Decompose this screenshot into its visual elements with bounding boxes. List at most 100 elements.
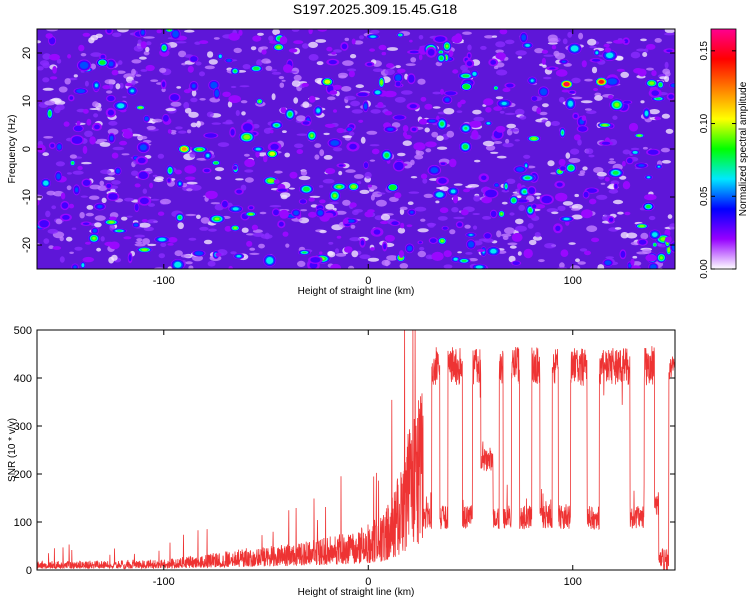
heatmap-texture-cell [291,67,300,75]
heatmap-blob [114,166,122,176]
heatmap-blob [651,241,658,248]
heatmap-blob [135,156,148,165]
heatmap-blob [436,53,446,63]
heatmap-blob [329,90,338,95]
heatmap-texture-cell [328,241,334,245]
heatmap-texture-cell [206,111,214,118]
heatmap-blob [448,50,454,57]
heatmap-texture-cell [115,83,121,90]
heatmap-blob [630,258,635,266]
heatmap-texture-cell [150,198,160,201]
heatmap-blob [604,76,620,87]
heatmap-texture-cell [134,234,146,238]
heatmap-texture-cell [268,35,274,42]
heatmap-texture-cell [140,69,148,72]
heatmap-texture-cell [551,211,559,215]
heatmap-blob [460,209,469,216]
heatmap-texture-cell [157,153,165,159]
heatmap-blob [137,170,150,180]
heatmap-texture-cell [632,255,638,259]
heatmap-texture-cell [260,46,268,50]
heatmap-texture-cell [288,187,295,190]
heatmap-texture-cell [42,87,54,91]
heatmap-blob [328,189,341,202]
heatmap-texture-cell [235,178,244,181]
heatmap-texture-cell [58,86,68,93]
heatmap-texture-cell [208,228,217,232]
heatmap-texture-cell [165,108,176,112]
heatmap-texture-cell [158,253,165,259]
heatmap-blob [425,118,440,124]
heatmap-texture-cell [344,37,350,42]
heatmap-texture-cell [502,235,509,240]
heatmap-blob [383,125,398,133]
heatmap-texture-cell [482,216,492,220]
heatmap-texture-cell [377,192,386,195]
heatmap-texture-cell [188,237,197,241]
heatmap-blob [536,107,541,114]
heatmap-blob [233,253,245,260]
snr-plot-area [37,330,675,570]
heatmap-blob [483,232,492,240]
heatmap-blob [551,45,557,50]
heatmap-texture-cell [101,197,107,203]
heatmap-blob [386,63,394,69]
heatmap-blob [247,205,255,211]
heatmap-texture-cell [502,142,514,148]
colorbar-tick-label: 0.15 [699,41,710,61]
heatmap-texture-cell [195,61,202,66]
heatmap-texture-cell [482,140,495,147]
heatmap-blob [453,194,458,204]
heatmap-blob [534,204,546,209]
heatmap-blob [457,72,474,80]
heatmap-texture-cell [335,253,347,257]
heatmap-texture-cell [499,110,505,114]
heatmap-texture-cell [64,78,71,85]
heatmap-blob [346,141,360,152]
heatmap-texture-cell [606,41,613,44]
heatmap-texture-cell [272,29,280,36]
heatmap-blob [355,92,370,97]
heatmap-texture-cell [366,130,378,135]
heatmap-blob [270,129,274,134]
heatmap-texture-cell [79,212,85,219]
heatmap-blob [459,140,472,153]
heatmap-texture-cell [148,203,155,207]
heatmap-blob [591,237,600,243]
heatmap-texture-cell [384,259,390,267]
heatmap-texture-cell [636,251,648,255]
heatmap-blob [139,29,147,38]
heatmap-blob [89,136,96,145]
heatmap-blob [603,43,610,48]
heatmap-texture-cell [327,96,336,101]
heatmap-texture-cell [504,39,515,45]
heatmap-blob [301,82,309,87]
heatmap-blob [76,120,81,126]
heatmap-texture-cell [667,214,673,219]
heatmap-texture-cell [568,158,581,163]
heatmap-blob [111,228,128,234]
heatmap-blob [565,97,576,110]
heatmap-texture-cell [138,222,151,228]
heatmap-blob [134,202,140,213]
heatmap-texture-cell [542,103,549,108]
heatmap-blob [378,44,387,51]
heatmap-texture-cell [506,123,516,129]
spectrogram-heatmap [37,29,675,269]
snr-y-tick-label: 200 [14,469,32,481]
heatmap-texture-cell [600,182,606,185]
heatmap-blob [367,184,372,188]
heatmap-blob [541,57,547,65]
heatmap-blob [224,58,234,63]
heatmap-blob [228,32,240,41]
heatmap-texture-cell [111,254,118,261]
heatmap-texture-cell [596,171,607,177]
heatmap-texture-cell [596,194,608,200]
heatmap-texture-cell [207,260,216,267]
heatmap-texture-cell [308,54,319,61]
heatmap-texture-cell [242,64,251,70]
heatmap-blob [54,170,63,182]
heatmap-peak [560,79,574,89]
colorbar [710,28,737,270]
heatmap-texture-cell [587,38,597,46]
